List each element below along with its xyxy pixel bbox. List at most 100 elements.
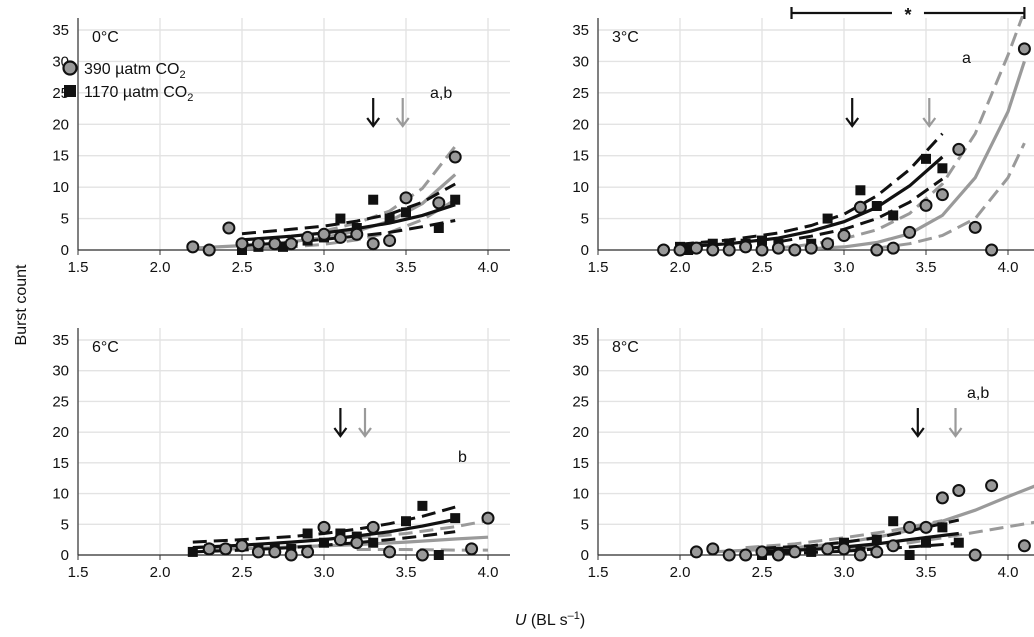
x-tick-label: 1.5 [68, 259, 89, 276]
y-tick-label: 30 [52, 363, 69, 380]
high-co2-point [319, 537, 329, 548]
y-tick-label: 5 [61, 516, 69, 533]
ambient-ci-upper [778, 16, 1025, 250]
x-axis-var: U [515, 612, 527, 629]
high-co2-point [368, 194, 379, 205]
legend-ambient-label: 390 µatm CO [84, 61, 179, 78]
ambient-co2-point [739, 240, 753, 254]
panel-3: 0 5 10 15 20 25 30 35 1.5 2.0 2.5 3.0 3.5 4.0 8°C a,b [572, 328, 1034, 581]
ambient-co2-point [251, 237, 265, 251]
y-tick-label: 35 [52, 22, 69, 39]
y-tick-label: 30 [572, 363, 589, 380]
y-tick-label: 0 [61, 242, 69, 259]
svg-text:390 µatm CO2: 390 µatm CO2 [84, 61, 186, 81]
ambient-co2-point [722, 243, 736, 257]
ambient-co2-point [821, 237, 835, 251]
panel-temperature-label: 3°C [612, 29, 639, 46]
y-tick-label: 10 [572, 179, 589, 196]
ambient-co2-point [415, 548, 429, 562]
legend-high-marker [64, 85, 76, 97]
legend-high-sub: 2 [187, 92, 193, 104]
ambient-co2-point [706, 542, 720, 556]
curves [679, 16, 1026, 251]
ambient-co2-point [235, 237, 249, 251]
high-co2-arrow-head [333, 427, 348, 438]
y-axis-title: Burst count [13, 264, 30, 345]
high-co2-point [871, 534, 882, 545]
panel-temperature-label: 0°C [92, 29, 119, 46]
high-co2-point [953, 537, 964, 548]
ambient-co2-point [804, 241, 818, 255]
ambient-co2-point [366, 237, 380, 251]
legend: 390 µatm CO2 1170 µatm CO2 [62, 60, 193, 104]
high-co2-point [921, 537, 931, 548]
x-tick-label: 3.0 [314, 564, 335, 581]
ambient-co2-point [317, 227, 331, 241]
ambient-co2-point [219, 542, 233, 556]
ambient-co2-point [903, 520, 917, 534]
ambient-co2-point [755, 243, 769, 257]
x-tick-label: 4.0 [998, 259, 1019, 276]
ambient-co2-arrow-head [922, 117, 937, 128]
x-axis-close: ) [580, 612, 585, 629]
ambient-co2-arrow-head [948, 427, 963, 438]
x-tick-label: 4.0 [478, 259, 499, 276]
high-co2-point [904, 550, 915, 560]
ambient-fit-line [811, 60, 1026, 251]
x-tick-label: 2.0 [670, 564, 691, 581]
x-axis-exp: –1 [568, 610, 580, 622]
high-ci-upper [761, 518, 960, 550]
y-tick-label: 10 [52, 486, 69, 503]
y-tick-label: 10 [52, 179, 69, 196]
x-tick-label: 2.0 [150, 259, 171, 276]
ambient-co2-point [755, 545, 769, 559]
ambient-co2-point [985, 479, 999, 493]
ambient-co2-point [788, 243, 802, 257]
y-tick-label: 5 [581, 211, 589, 228]
ambient-co2-arrow-head [395, 117, 410, 128]
significance-letter: a [962, 50, 971, 67]
high-co2-point [302, 528, 313, 539]
ambient-co2-point [870, 545, 884, 559]
ambient-co2-point [952, 484, 966, 497]
ambient-co2-point [788, 545, 802, 559]
ambient-co2-point [853, 548, 867, 562]
ambient-co2-point [448, 150, 462, 164]
x-tick-label: 2.5 [752, 259, 773, 276]
high-co2-point [822, 213, 833, 224]
x-tick-label: 3.5 [916, 259, 937, 276]
x-tick-label: 3.0 [834, 259, 855, 276]
y-tick-label: 20 [52, 424, 69, 441]
ambient-co2-point [1017, 539, 1031, 553]
ambient-co2-point [935, 188, 949, 202]
x-tick-label: 3.0 [314, 259, 335, 276]
x-tick-label: 2.5 [232, 259, 253, 276]
ambient-co2-point [481, 511, 495, 525]
ambient-co2-point [301, 545, 315, 559]
high-co2-point [384, 213, 395, 224]
high-co2-point [401, 207, 411, 218]
ambient-co2-point [202, 542, 216, 556]
high-co2-arrow-head [366, 117, 381, 128]
panel-2: 0 5 10 15 20 25 30 35 1.5 2.0 2.5 3.0 3.5 4.0 6°C b [52, 328, 510, 581]
ambient-co2-point [366, 520, 380, 534]
ambient-co2-point [771, 241, 785, 255]
y-tick-label: 35 [572, 332, 589, 349]
x-tick-label: 2.0 [670, 259, 691, 276]
ambient-co2-point [870, 243, 884, 257]
ambient-co2-point [968, 220, 982, 234]
high-co2-point [433, 550, 444, 560]
ambient-co2-point [689, 241, 703, 255]
high-fit-line [679, 155, 944, 249]
ambient-co2-point [985, 243, 999, 257]
ambient-co2-point [919, 520, 933, 534]
ambient-co2-point [333, 533, 347, 547]
high-co2-point [450, 194, 461, 205]
high-co2-point [871, 201, 882, 211]
x-tick-label: 3.5 [396, 564, 417, 581]
panel-temperature-label: 6°C [92, 339, 119, 356]
high-co2-point [888, 210, 899, 221]
ambient-co2-point [837, 229, 851, 243]
ambient-co2-point [399, 191, 413, 205]
